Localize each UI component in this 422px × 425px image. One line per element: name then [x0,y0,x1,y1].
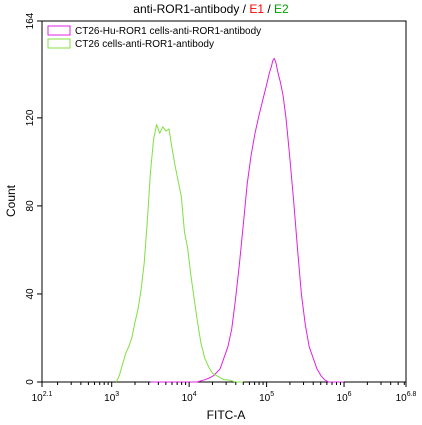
y-axis: 0 40 80 120 164 [25,12,42,385]
chart-title: anti-ROR1-antibody / E1 / E2 [133,2,289,16]
legend-label-2: CT26 cells-anti-ROR1-antibody [75,39,214,50]
legend: CT26-Hu-ROR1 cells-anti-ROR1-antibody CT2… [47,25,261,50]
chart-title-e2: E2 [274,2,289,16]
x-tick-label-6: 106.8 [396,391,417,404]
y-tick-label-4: 120 [25,109,36,126]
chart-title-sep1: / [239,2,249,16]
y-tick-label-3: 80 [25,200,36,212]
x-tick-label-2: 103 [104,391,119,404]
y-tick-label-2: 40 [25,288,36,300]
x-tick-label-5: 106 [337,391,352,404]
x-axis-title: FITC-A [207,408,246,422]
series-line-2 [115,124,244,383]
legend-swatch-1 [47,25,71,36]
series-layer [115,57,344,383]
chart-title-sep2: / [264,2,274,16]
plot-area [41,20,407,383]
x-tick-label-4: 105 [259,391,274,404]
x-axis: 102.1 103 104 105 106 106.8 [32,382,417,404]
y-tick-label-5: 164 [25,12,36,29]
x-tick-label-3: 104 [182,391,197,404]
legend-label-1: CT26-Hu-ROR1 cells-anti-ROR1-antibody [75,26,261,37]
y-axis-title: Count [4,184,18,217]
series-line-1 [150,57,344,383]
y-tick-label-1: 0 [25,379,36,385]
chart-title-e1: E1 [249,2,264,16]
chart-title-main: anti-ROR1-antibody [133,2,239,16]
legend-swatch-2 [47,38,71,49]
x-tick-label-1: 102.1 [32,391,53,404]
